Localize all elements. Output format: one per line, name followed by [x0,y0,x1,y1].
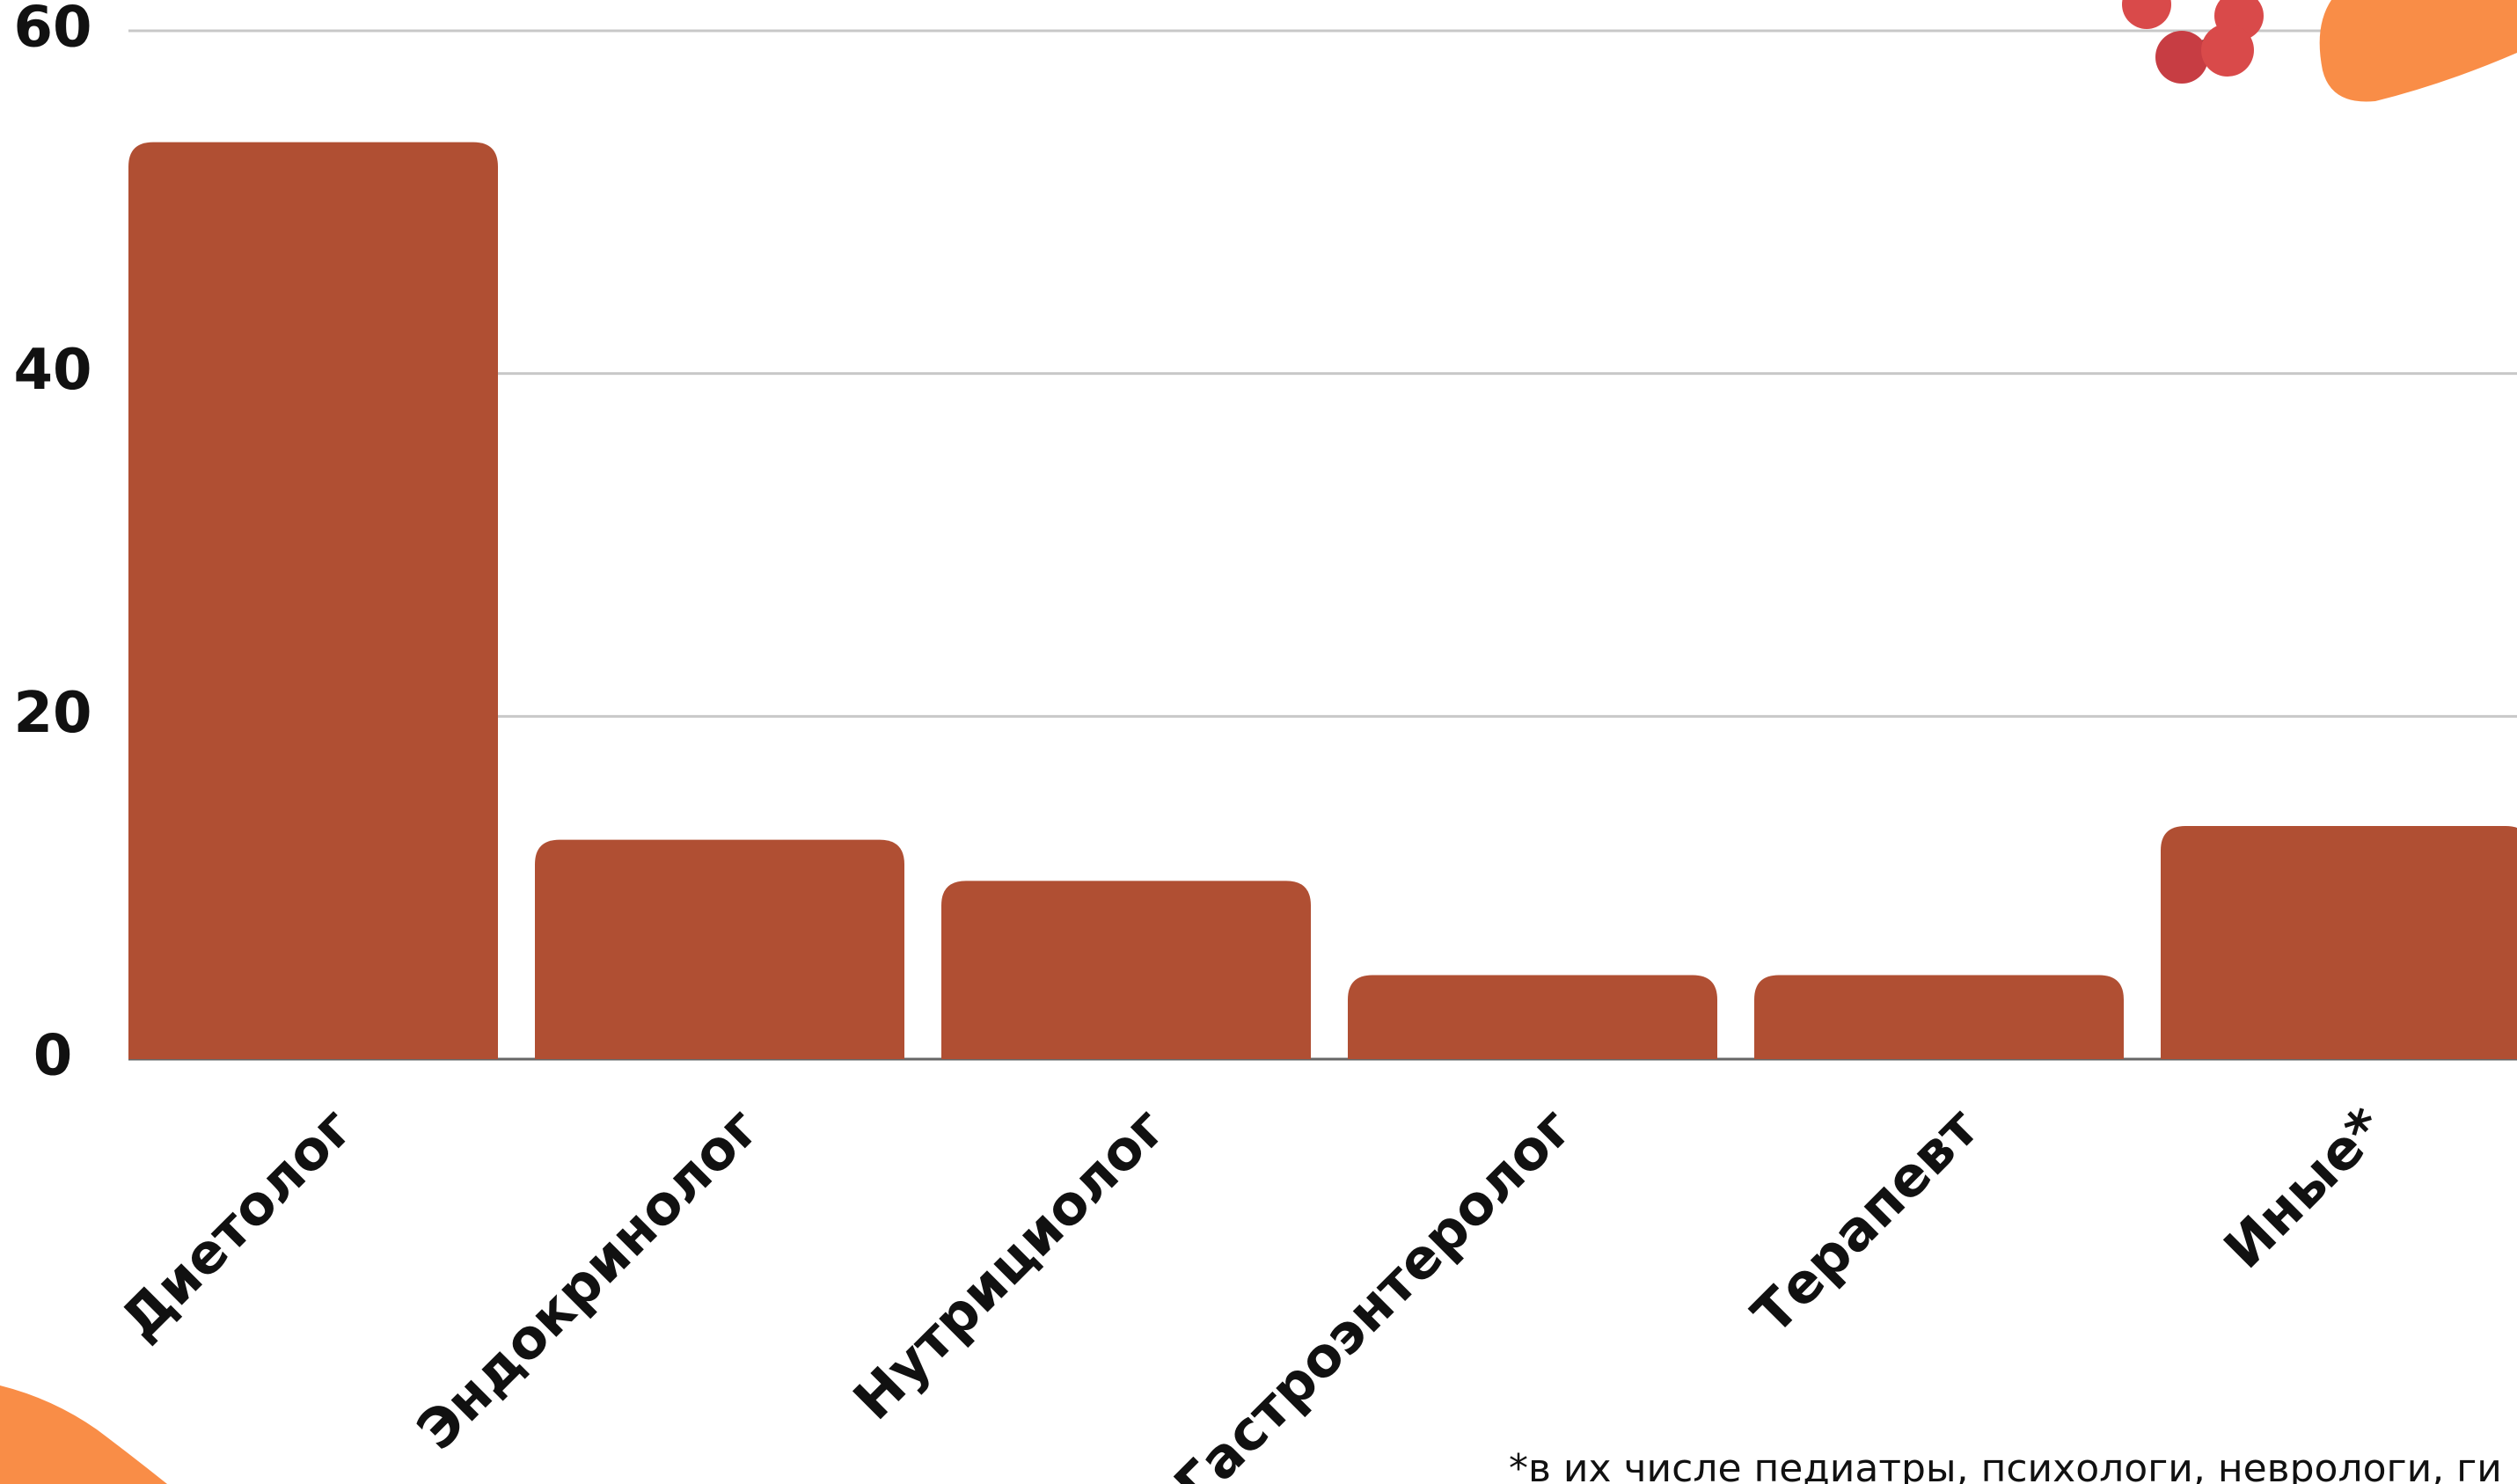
footnote: *в их числе педиатры, психологи, невроло… [1509,1446,2502,1484]
x-tick-label: Нутрициолог [841,1095,1178,1432]
y-tick-label: 60 [13,0,91,61]
bar [1754,975,2124,1059]
y-tick-label: 40 [13,338,91,403]
bar [2161,826,2517,1059]
x-tick-label: Терапевт [1739,1095,1990,1346]
bar [1348,975,1717,1059]
x-tick-label: Эндокринолог [405,1095,772,1462]
bar [941,881,1311,1059]
bar [535,839,904,1059]
x-tick-label: Иные* [2212,1095,2397,1281]
x-tick-label: Гастроэнтеролог [1162,1095,1584,1484]
plot: 0 20 40 60 Диетолог Эндокринолог НутрициологГа… [13,0,2517,1484]
decoration-blob [2319,0,2517,102]
decoration-berries [2122,0,2264,84]
y-tick-label: 0 [33,1024,73,1089]
y-tick-label: 20 [13,681,91,746]
bar [128,142,498,1060]
x-tick-label: Диетолог [108,1095,365,1352]
decoration-blob [0,1385,167,1484]
